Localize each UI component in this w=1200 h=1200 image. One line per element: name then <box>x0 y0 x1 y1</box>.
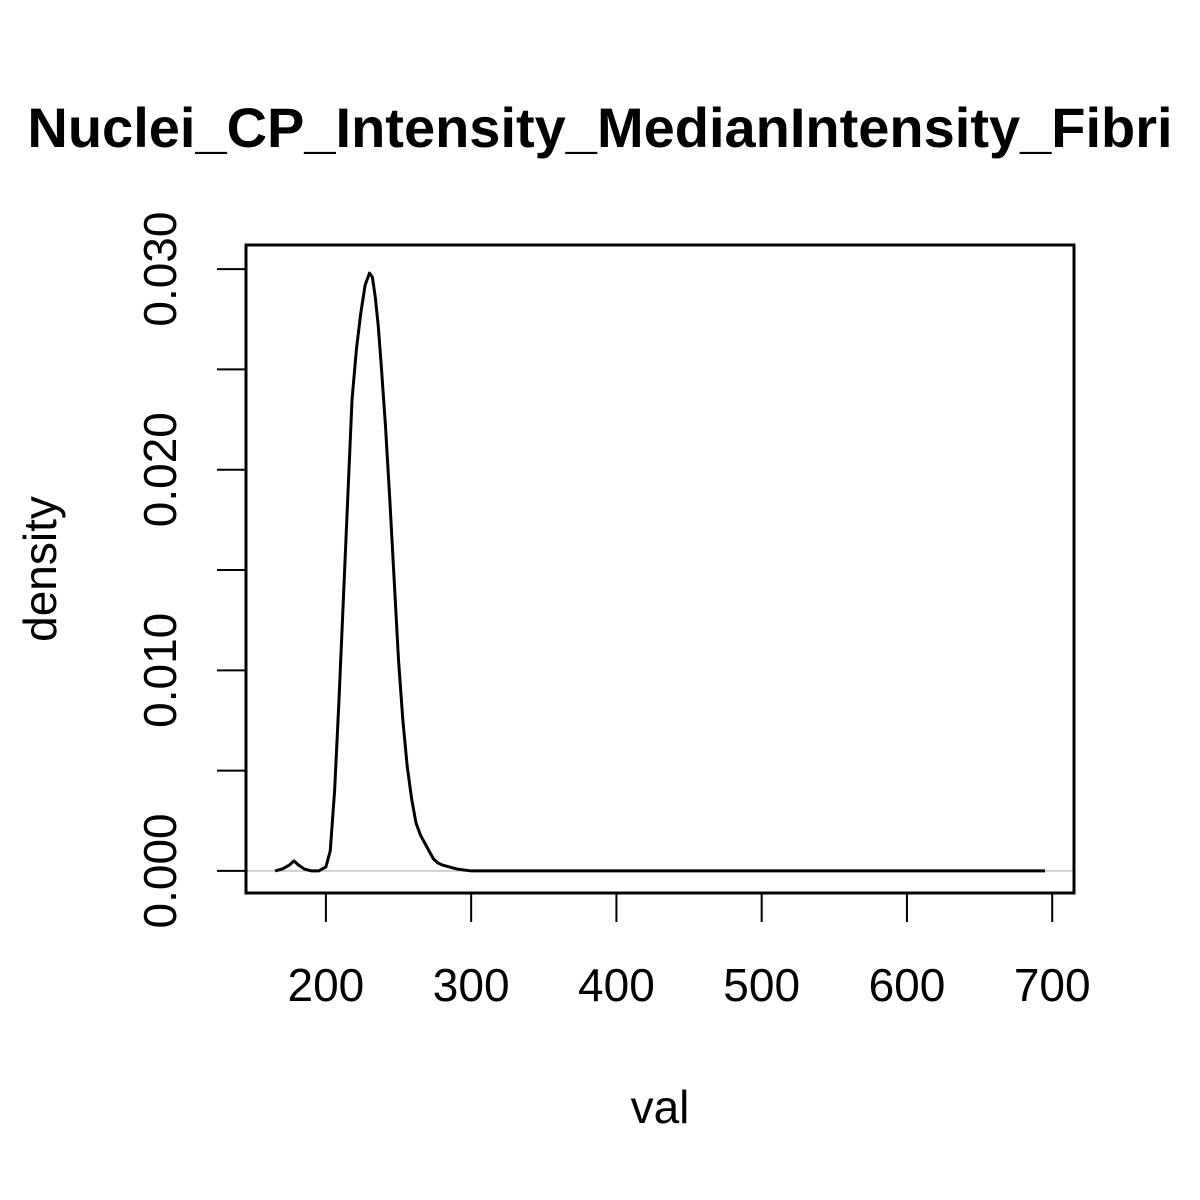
y-tick-label: 0.020 <box>134 412 186 527</box>
y-tick-label: 0.030 <box>134 212 186 327</box>
x-tick-label: 500 <box>723 959 800 1011</box>
y-tick-label: 0.000 <box>134 813 186 928</box>
chart-title: Nuclei_CP_Intensity_MedianIntensity_Fibr… <box>27 96 1172 159</box>
y-axis-label: density <box>14 496 66 642</box>
x-axis: 200 300 400 500 600 700 <box>288 892 1091 1011</box>
plot-frame <box>244 243 1076 895</box>
x-tick-label: 400 <box>578 959 655 1011</box>
x-tick-label: 300 <box>433 959 510 1011</box>
x-tick-label: 600 <box>869 959 946 1011</box>
x-tick-label: 700 <box>1014 959 1091 1011</box>
x-axis-label: val <box>631 1081 690 1133</box>
x-tick-label: 200 <box>288 959 365 1011</box>
density-line <box>274 271 1045 873</box>
y-axis: 0.000 0.010 0.020 0.030 <box>134 212 247 928</box>
y-tick-label: 0.010 <box>134 613 186 728</box>
